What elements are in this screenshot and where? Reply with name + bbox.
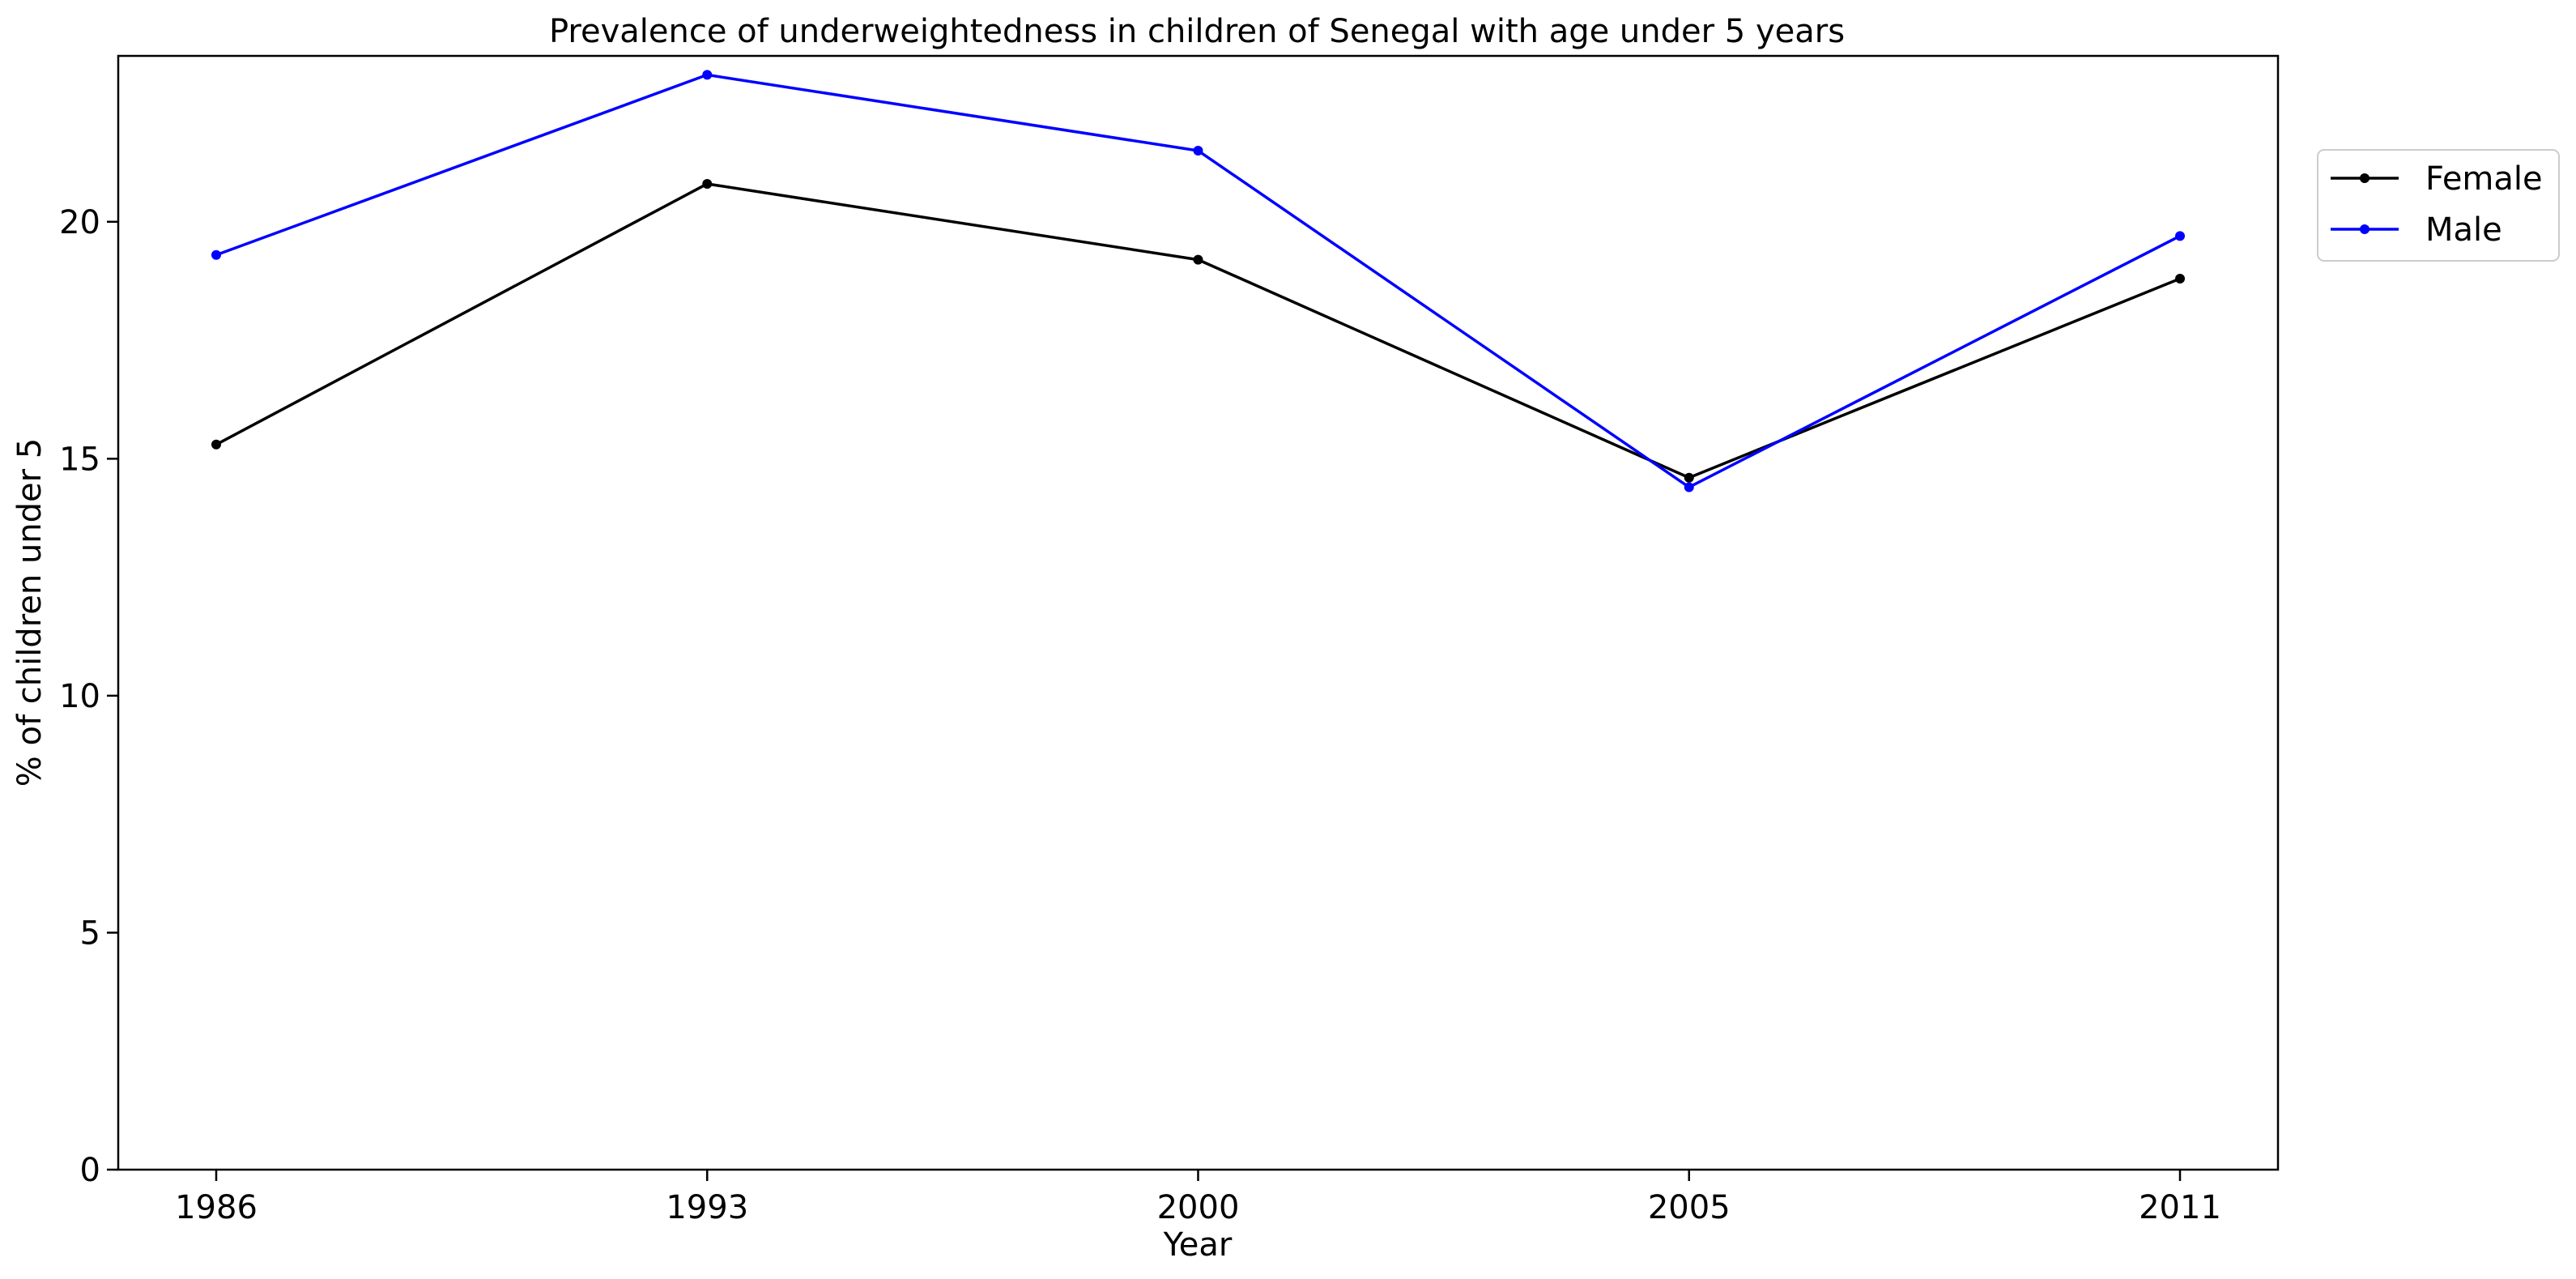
plot-area-frame — [117, 54, 2280, 1171]
data-point-female — [2175, 274, 2185, 284]
legend: Female Male — [2317, 149, 2560, 262]
legend-marker-female — [2360, 173, 2369, 183]
x-tick-label: 1986 — [175, 1189, 258, 1226]
y-tick-label: 5 — [80, 914, 100, 952]
x-axis-label: Year — [1163, 1226, 1233, 1264]
legend-label-female: Female — [2425, 160, 2543, 198]
y-tick-label: 15 — [59, 441, 100, 478]
data-point-male — [211, 249, 221, 260]
series-line-female — [215, 182, 2181, 480]
data-point-male — [702, 70, 713, 80]
legend-label-male: Male — [2425, 211, 2502, 249]
y-tick-label: 10 — [59, 678, 100, 715]
y-tick-label: 20 — [59, 204, 100, 241]
x-axis-ticks: 1986 1993 2000 2005 2011 — [175, 1170, 2221, 1226]
series-group — [211, 70, 2185, 492]
data-point-female — [211, 439, 221, 450]
y-tick-label: 0 — [80, 1152, 100, 1189]
legend-items: Female Male — [2331, 160, 2543, 249]
x-tick-label: 2000 — [1157, 1189, 1240, 1226]
y-axis-ticks: 0 5 10 15 20 — [59, 204, 118, 1189]
data-point-female — [1684, 472, 1694, 483]
data-point-male — [1684, 482, 1694, 492]
x-tick-label: 2005 — [1648, 1189, 1731, 1226]
data-point-female — [702, 178, 713, 189]
data-point-male — [1193, 146, 1203, 156]
chart-title: Prevalence of underweightedness in child… — [549, 13, 1845, 50]
y-axis-label: % of children under 5 — [11, 438, 49, 787]
legend-marker-male — [2360, 224, 2369, 234]
data-point-female — [1193, 254, 1203, 265]
series-line-male — [215, 73, 2181, 489]
x-tick-label: 2011 — [2139, 1189, 2221, 1226]
x-tick-label: 1993 — [666, 1189, 748, 1226]
data-point-male — [2175, 231, 2185, 241]
